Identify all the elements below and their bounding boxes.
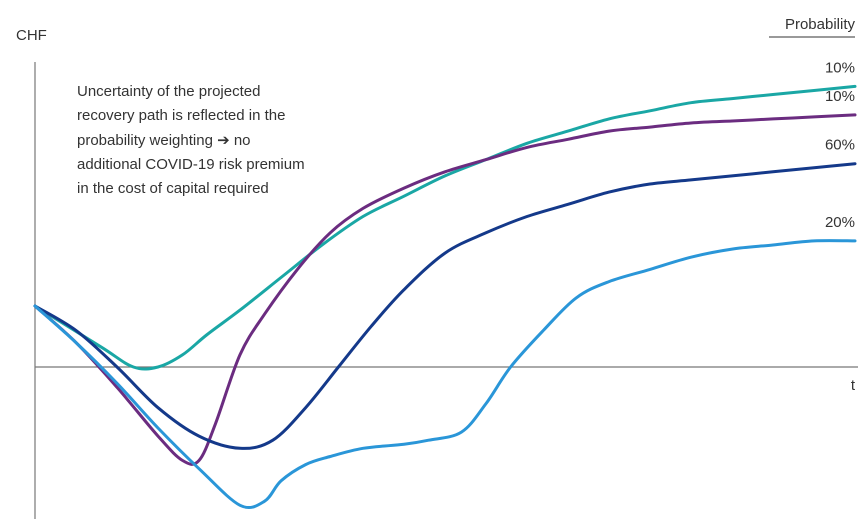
series-layer: 10% 10% 60% 20% [33, 59, 857, 510]
annotation: Uncertainty of the projected recovery pa… [77, 83, 309, 197]
series-line-4 [33, 239, 857, 510]
series-line-3 [33, 162, 857, 450]
annotation-line: recovery path is reflected in the [77, 107, 285, 124]
annotation-line: Uncertainty of the projected [77, 83, 260, 100]
series-label-4: 20% [825, 214, 855, 231]
series-label-3: 60% [825, 137, 855, 154]
series-line-2 [33, 113, 857, 466]
y-axis-label: CHF [16, 27, 47, 44]
annotation-line: probability weighting ➔ no [77, 132, 251, 149]
series-line-1 [33, 84, 857, 371]
series-label-1: 10% [825, 59, 855, 76]
annotation-line: additional COVID-19 risk premium [77, 156, 305, 173]
series-label-2: 10% [825, 88, 855, 105]
x-axis-label: t [851, 377, 856, 394]
annotation-line: in the cost of capital required [77, 180, 269, 197]
legend-title: Probability [785, 16, 856, 33]
